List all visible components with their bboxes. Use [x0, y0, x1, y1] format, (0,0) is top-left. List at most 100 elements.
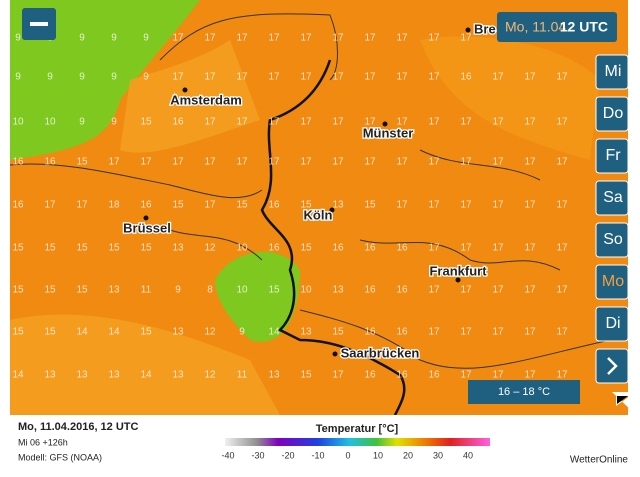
temperature-value: 17	[396, 33, 408, 44]
day-label: Di	[605, 315, 620, 332]
day-button[interactable]	[595, 264, 629, 300]
temperature-value: 13	[108, 285, 120, 296]
legend-tick-label: 30	[433, 450, 443, 460]
temperature-value: 12	[204, 243, 216, 254]
temperature-value: 14	[12, 370, 24, 381]
temperature-value: 15	[76, 157, 88, 168]
temperature-value: 9	[79, 117, 85, 128]
temperature-value: 14	[140, 370, 152, 381]
temperature-value: 17	[364, 157, 376, 168]
temperature-value: 9	[79, 72, 85, 83]
temperature-value: 17	[396, 117, 408, 128]
temperature-value: 12	[204, 327, 216, 338]
temperature-value: 9	[79, 33, 85, 44]
temperature-value: 15	[268, 285, 280, 296]
temperature-value: 15	[108, 243, 120, 254]
temperature-value: 17	[300, 117, 312, 128]
temperature-value: 14	[108, 327, 120, 338]
day-button[interactable]	[595, 138, 629, 174]
temperature-value: 17	[396, 72, 408, 83]
temperature-value: 10	[236, 285, 248, 296]
temperature-value: 17	[460, 327, 472, 338]
temperature-value: 17	[492, 285, 504, 296]
temperature-value: 16	[396, 327, 408, 338]
temperature-value: 17	[428, 327, 440, 338]
temperature-value: 16	[268, 200, 280, 211]
borders	[10, 13, 611, 369]
temperature-value: 17	[332, 33, 344, 44]
temperature-value: 10	[236, 243, 248, 254]
temperature-value: 17	[428, 157, 440, 168]
temperature-value: 9	[239, 327, 245, 338]
temperature-value: 15	[76, 285, 88, 296]
temperature-value: 16	[460, 72, 472, 83]
temperature-value: 17	[364, 72, 376, 83]
temperature-value: 13	[108, 370, 120, 381]
temperature-value: 17	[332, 370, 344, 381]
legend-tick-label: 0	[345, 450, 350, 460]
day-button[interactable]	[595, 306, 629, 342]
temperature-value: 16	[140, 200, 152, 211]
temperature-value: 17	[556, 370, 568, 381]
temperature-value: 15	[332, 327, 344, 338]
legend-tick-label: -40	[221, 450, 234, 460]
legend-tick-label: -30	[251, 450, 264, 460]
temperature-value: 15	[12, 285, 24, 296]
temperature-value: 10	[300, 285, 312, 296]
temperature-value: 15	[76, 243, 88, 254]
range-label: 16 – 18 °C	[498, 386, 550, 398]
city-dot	[455, 277, 461, 283]
day-button[interactable]	[595, 54, 629, 90]
temperature-value: 9	[15, 72, 21, 83]
temperature-value: 17	[204, 200, 216, 211]
temperature-value: 17	[460, 285, 472, 296]
temperature-value: 17	[524, 200, 536, 211]
time-badge	[497, 12, 617, 42]
minus-icon	[30, 22, 48, 26]
temperature-value: 17	[524, 285, 536, 296]
temperature-value: 17	[492, 72, 504, 83]
temperature-value: 17	[556, 117, 568, 128]
next-button[interactable]	[595, 348, 629, 384]
temperature-value: 17	[556, 243, 568, 254]
day-button[interactable]	[595, 96, 629, 132]
temperature-value: 15	[12, 327, 24, 338]
legend-tick-label: 40	[463, 450, 473, 460]
legend-title: Temperatur [°C]	[316, 423, 399, 435]
temperature-value: 13	[332, 285, 344, 296]
temperature-value: 9	[111, 72, 117, 83]
temperature-value: 17	[300, 33, 312, 44]
time-badge-time: 12 UTC	[560, 19, 608, 35]
temperature-value: 17	[492, 117, 504, 128]
brand: WetterOnline	[570, 455, 629, 466]
legend-tick-label: -10	[311, 450, 324, 460]
temperature-value: 17	[76, 200, 88, 211]
temperature-value: 17	[268, 33, 280, 44]
day-label: So	[603, 231, 623, 248]
day-button[interactable]	[595, 180, 629, 216]
temperature-value: 17	[460, 117, 472, 128]
temperature-value: 15	[172, 200, 184, 211]
temperature-value: 17	[428, 33, 440, 44]
day-button[interactable]	[595, 222, 629, 258]
time-badge-date: Mo, 11.04.	[505, 19, 570, 35]
temperature-value: 8	[207, 285, 213, 296]
temperature-value: 9	[175, 285, 181, 296]
temperature-value: 16	[12, 157, 24, 168]
temperature-value: 17	[492, 327, 504, 338]
temperature-value: 17	[492, 157, 504, 168]
legend-tick-label: 20	[403, 450, 413, 460]
temperature-value: 15	[140, 117, 152, 128]
legend-colorbar	[225, 438, 490, 446]
temperature-value: 15	[364, 200, 376, 211]
temperature-value: 15	[44, 327, 56, 338]
city-label: Frankfurt	[429, 263, 487, 278]
temperature-value: 17	[204, 72, 216, 83]
temperature-value: 17	[492, 200, 504, 211]
temperature-value: 13	[76, 370, 88, 381]
temperature-value: 16	[172, 117, 184, 128]
temperature-value: 14	[268, 327, 280, 338]
temperature-value: 17	[524, 72, 536, 83]
city-dot	[143, 215, 149, 221]
